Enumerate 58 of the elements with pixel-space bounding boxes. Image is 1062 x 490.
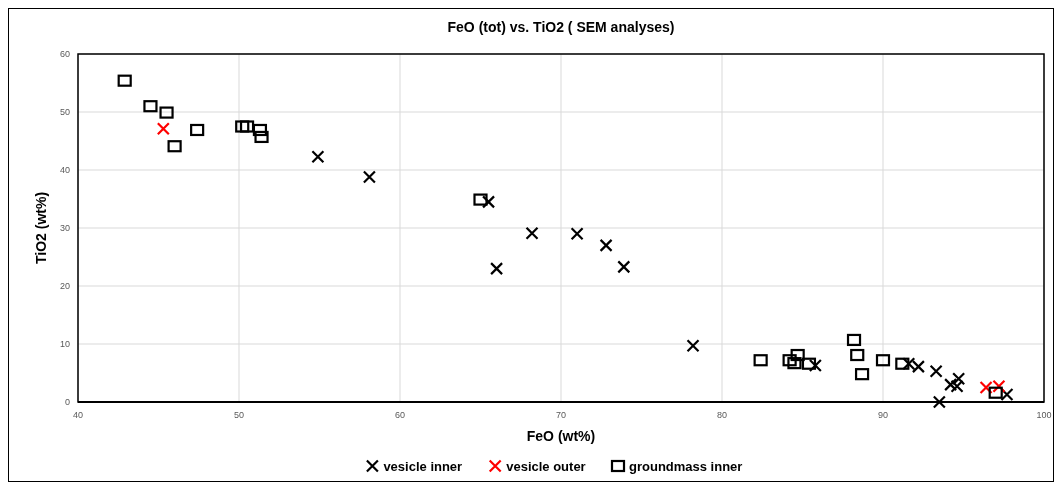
point (988, 386, 1003, 399)
point (932, 395, 946, 409)
point (950, 379, 964, 393)
point (787, 357, 802, 370)
point (143, 100, 158, 113)
point (782, 354, 797, 367)
point (254, 130, 269, 144)
point (790, 348, 805, 362)
y-tick-label: 20 (59, 281, 70, 291)
point (190, 123, 205, 137)
y-tick-label: 40 (59, 165, 70, 175)
y-tick-label: 10 (59, 339, 70, 349)
point (846, 333, 862, 347)
point (473, 193, 488, 206)
legend-label: vesicle inner (383, 459, 463, 474)
point (1000, 387, 1014, 402)
point (808, 358, 822, 373)
legend-label: vesicle outer (506, 459, 586, 474)
point (801, 357, 817, 370)
y-tick-label: 50 (59, 107, 70, 117)
point (159, 106, 174, 119)
point (167, 140, 182, 153)
x-tick-label: 70 (555, 410, 567, 420)
point (490, 262, 504, 276)
legend-label: groundmass inner (629, 459, 743, 474)
point (239, 120, 255, 133)
y-tick-label: 60 (59, 49, 70, 59)
point (117, 74, 132, 87)
y-axis-title: TiO2 (wt%) (33, 191, 49, 265)
chart-title: FeO (tot) vs. TiO2 ( SEM analyses) (447, 19, 675, 35)
point (854, 368, 870, 381)
point (686, 339, 700, 353)
point (753, 354, 768, 367)
y-tick-label: 30 (59, 223, 70, 233)
point (362, 170, 377, 184)
point (570, 227, 584, 241)
x-tick-label: 90 (877, 410, 889, 420)
point (895, 357, 910, 370)
x-axis-title: FeO (wt%) (526, 428, 596, 444)
y-tick-label: 0 (64, 397, 70, 407)
point (525, 226, 539, 240)
point (952, 372, 966, 386)
point (599, 238, 613, 252)
point (617, 260, 631, 274)
point (311, 150, 325, 164)
point (875, 354, 891, 367)
point (252, 123, 268, 137)
point (481, 195, 496, 209)
point (929, 364, 943, 378)
x-tick-label: 50 (233, 410, 245, 420)
point (235, 120, 250, 133)
x-tick-label: 100 (1036, 410, 1052, 420)
x-tick-label: 60 (394, 410, 406, 420)
x-tick-label: 40 (72, 410, 84, 420)
point (944, 378, 958, 392)
point (850, 348, 865, 362)
point (156, 122, 170, 136)
x-tick-label: 80 (716, 410, 728, 420)
